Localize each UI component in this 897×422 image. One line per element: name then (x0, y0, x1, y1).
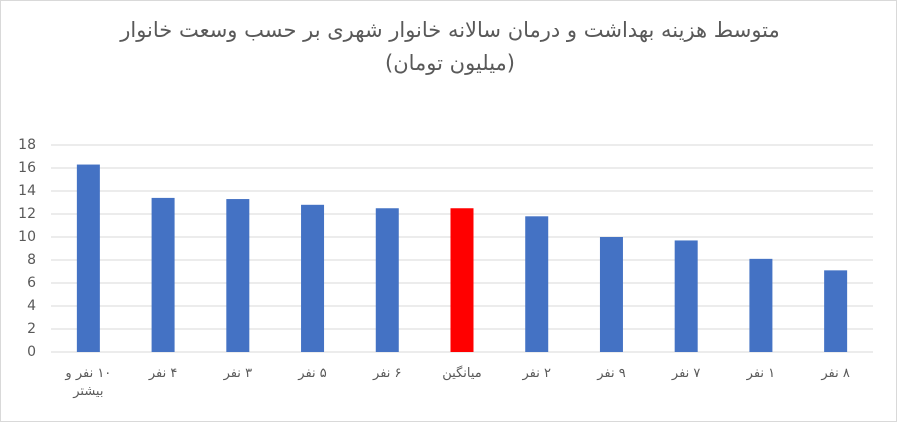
chart-title: متوسط هزینه بهداشت و درمان سالانه خانوار… (120, 18, 780, 75)
bar (151, 197, 175, 352)
x-tick-label: ۸ نفر (821, 366, 850, 381)
x-tick-label: ۷ نفر (671, 366, 701, 381)
x-tick-label: ۹ نفر (597, 366, 626, 381)
x-tick-label: ۶ نفر (373, 366, 402, 381)
y-tick-label: 18 (18, 137, 36, 153)
bar (525, 216, 549, 352)
x-tick-label: ۵ نفر (298, 366, 327, 381)
bar (76, 164, 100, 352)
x-tick-label: ۴ نفر (148, 366, 178, 381)
x-tick-label: ۲ نفر (522, 366, 551, 381)
bar (674, 240, 698, 352)
y-tick-label: 12 (18, 206, 36, 222)
bar (375, 208, 399, 352)
bar (226, 199, 250, 352)
y-tick-label: 8 (27, 252, 36, 268)
y-tick-label: 6 (27, 275, 36, 291)
bar (599, 237, 623, 352)
x-tick-label: ۱ نفر (746, 366, 776, 381)
y-tick-label: 14 (18, 183, 36, 199)
bar (301, 204, 325, 352)
y-tick-label: 16 (18, 160, 36, 176)
y-tick-label: 10 (18, 229, 36, 245)
bar (450, 208, 474, 352)
x-tick-label: میانگین (442, 366, 482, 381)
x-tick-label: ۳ نفر (223, 366, 253, 381)
y-tick-label: 0 (27, 344, 36, 360)
y-tick-label: 2 (27, 321, 36, 337)
y-tick-label: 4 (27, 298, 36, 314)
bar (749, 258, 773, 352)
x-tick-label: ۱۰ نفر و بیشتر (65, 366, 112, 399)
bar (824, 270, 848, 352)
